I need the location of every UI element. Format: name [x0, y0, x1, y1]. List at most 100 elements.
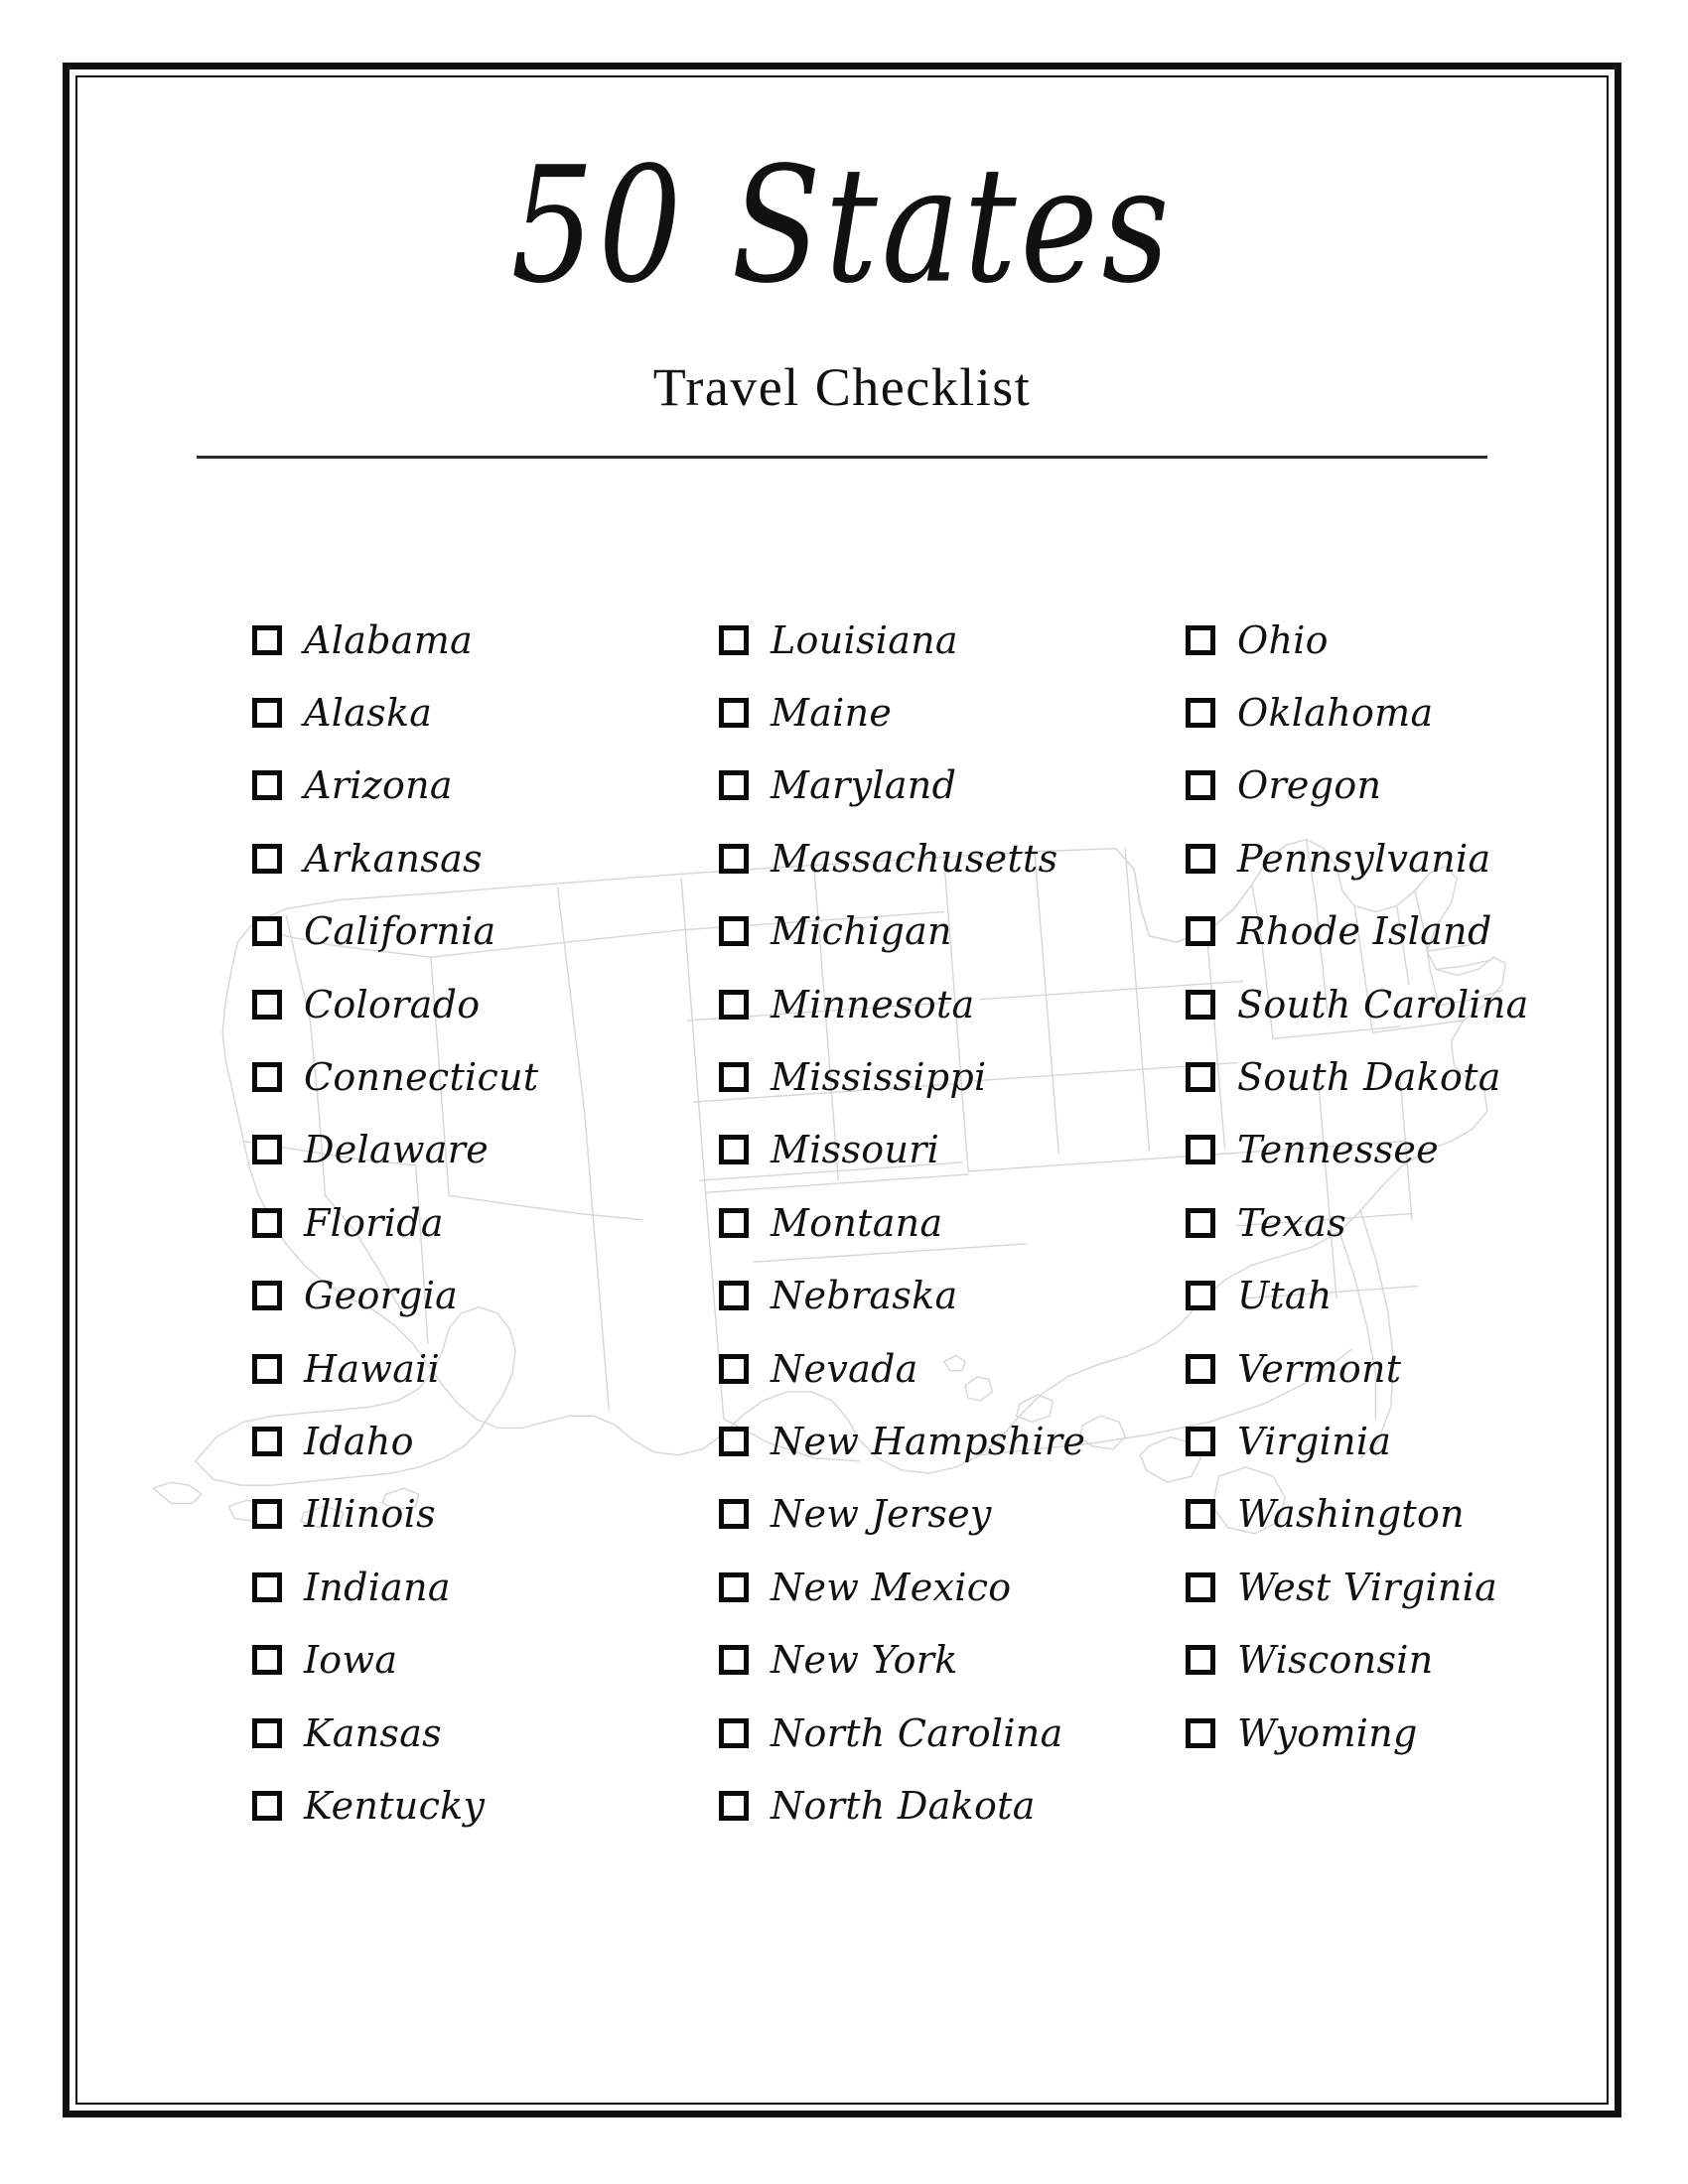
- checkbox-icon[interactable]: [719, 698, 749, 729]
- checkbox-icon[interactable]: [719, 1426, 749, 1456]
- checklist-item[interactable]: Alabama: [252, 604, 719, 676]
- checkbox-icon[interactable]: [252, 1645, 282, 1676]
- checklist-item[interactable]: Wyoming: [1186, 1697, 1603, 1769]
- checklist-item[interactable]: Arkansas: [252, 822, 719, 894]
- checklist-item[interactable]: New Mexico: [719, 1551, 1186, 1623]
- checklist-item[interactable]: Maine: [719, 676, 1186, 749]
- checkbox-icon[interactable]: [252, 1353, 282, 1384]
- checklist-item[interactable]: Arizona: [252, 750, 719, 822]
- checkbox-icon[interactable]: [1186, 1062, 1215, 1093]
- checklist-item[interactable]: Florida: [252, 1186, 719, 1259]
- checklist-item[interactable]: Maryland: [719, 750, 1186, 822]
- checklist-item[interactable]: New York: [719, 1623, 1186, 1696]
- checkbox-icon[interactable]: [719, 1062, 749, 1093]
- checkbox-icon[interactable]: [1186, 1426, 1215, 1456]
- checklist-item[interactable]: Delaware: [252, 1114, 719, 1186]
- checklist-item[interactable]: Iowa: [252, 1623, 719, 1696]
- checklist-item[interactable]: Pennsylvania: [1186, 822, 1603, 894]
- checklist-item[interactable]: Kentucky: [252, 1769, 719, 1842]
- checkbox-icon[interactable]: [1186, 698, 1215, 729]
- checklist-item[interactable]: Texas: [1186, 1186, 1603, 1259]
- checkbox-icon[interactable]: [252, 1790, 282, 1821]
- checkbox-icon[interactable]: [719, 1353, 749, 1384]
- checklist-item[interactable]: Georgia: [252, 1260, 719, 1332]
- checklist-item[interactable]: North Carolina: [719, 1697, 1186, 1769]
- checkbox-icon[interactable]: [719, 770, 749, 801]
- checklist-item[interactable]: Oklahoma: [1186, 676, 1603, 749]
- checklist-item[interactable]: Ohio: [1186, 604, 1603, 676]
- checkbox-icon[interactable]: [252, 1499, 282, 1530]
- checkbox-icon[interactable]: [1186, 624, 1215, 655]
- checkbox-icon[interactable]: [1186, 1571, 1215, 1602]
- checklist-item[interactable]: Alaska: [252, 676, 719, 749]
- checkbox-icon[interactable]: [1186, 1499, 1215, 1530]
- checklist-item[interactable]: Michigan: [719, 895, 1186, 968]
- checkbox-icon[interactable]: [719, 1790, 749, 1821]
- checklist-item[interactable]: Kansas: [252, 1697, 719, 1769]
- checkbox-icon[interactable]: [252, 989, 282, 1020]
- checkbox-icon[interactable]: [719, 1135, 749, 1165]
- checklist-item[interactable]: Idaho: [252, 1405, 719, 1477]
- checklist-item[interactable]: Montana: [719, 1186, 1186, 1259]
- checkbox-icon[interactable]: [1186, 916, 1215, 947]
- checklist-item[interactable]: Connecticut: [252, 1040, 719, 1113]
- checkbox-icon[interactable]: [1186, 1135, 1215, 1165]
- checkbox-icon[interactable]: [1186, 770, 1215, 801]
- checklist-item[interactable]: Minnesota: [719, 968, 1186, 1040]
- checklist-item[interactable]: Wisconsin: [1186, 1623, 1603, 1696]
- checkbox-icon[interactable]: [719, 843, 749, 874]
- checkbox-icon[interactable]: [719, 1717, 749, 1748]
- checkbox-icon[interactable]: [252, 843, 282, 874]
- checklist-item[interactable]: South Carolina: [1186, 968, 1603, 1040]
- checklist-item[interactable]: North Dakota: [719, 1769, 1186, 1842]
- checkbox-icon[interactable]: [252, 1426, 282, 1456]
- checkbox-icon[interactable]: [1186, 1645, 1215, 1676]
- checklist-item[interactable]: Illinois: [252, 1478, 719, 1551]
- checklist-item[interactable]: California: [252, 895, 719, 968]
- checkbox-icon[interactable]: [252, 698, 282, 729]
- checkbox-icon[interactable]: [719, 624, 749, 655]
- checkbox-icon[interactable]: [252, 770, 282, 801]
- checklist-item[interactable]: Massachusetts: [719, 822, 1186, 894]
- checkbox-icon[interactable]: [252, 1281, 282, 1311]
- checkbox-icon[interactable]: [1186, 1207, 1215, 1238]
- checklist-item[interactable]: Vermont: [1186, 1332, 1603, 1405]
- checkbox-icon[interactable]: [252, 1571, 282, 1602]
- checklist-item[interactable]: Louisiana: [719, 604, 1186, 676]
- checklist-item[interactable]: Tennessee: [1186, 1114, 1603, 1186]
- checkbox-icon[interactable]: [252, 624, 282, 655]
- checklist-item[interactable]: South Dakota: [1186, 1040, 1603, 1113]
- checkbox-icon[interactable]: [252, 1062, 282, 1093]
- checklist-item[interactable]: Indiana: [252, 1551, 719, 1623]
- checkbox-icon[interactable]: [252, 916, 282, 947]
- checklist-item[interactable]: Virginia: [1186, 1405, 1603, 1477]
- checklist-item[interactable]: Utah: [1186, 1260, 1603, 1332]
- checklist-item[interactable]: Rhode Island: [1186, 895, 1603, 968]
- checkbox-icon[interactable]: [252, 1717, 282, 1748]
- checkbox-icon[interactable]: [252, 1135, 282, 1165]
- checkbox-icon[interactable]: [719, 1645, 749, 1676]
- checkbox-icon[interactable]: [719, 1571, 749, 1602]
- checklist-item[interactable]: Oregon: [1186, 750, 1603, 822]
- checkbox-icon[interactable]: [719, 989, 749, 1020]
- checklist-item[interactable]: Mississippi: [719, 1040, 1186, 1113]
- checklist-item[interactable]: New Jersey: [719, 1478, 1186, 1551]
- checkbox-icon[interactable]: [1186, 1281, 1215, 1311]
- checklist-item[interactable]: West Virginia: [1186, 1551, 1603, 1623]
- checkbox-icon[interactable]: [1186, 989, 1215, 1020]
- checklist-item[interactable]: New Hampshire: [719, 1405, 1186, 1477]
- checklist-item[interactable]: Hawaii: [252, 1332, 719, 1405]
- checkbox-icon[interactable]: [719, 916, 749, 947]
- checkbox-icon[interactable]: [1186, 1717, 1215, 1748]
- checklist-item[interactable]: Colorado: [252, 968, 719, 1040]
- checkbox-icon[interactable]: [252, 1207, 282, 1238]
- checkbox-icon[interactable]: [719, 1499, 749, 1530]
- checklist-item[interactable]: Missouri: [719, 1114, 1186, 1186]
- checkbox-icon[interactable]: [719, 1281, 749, 1311]
- checkbox-icon[interactable]: [1186, 843, 1215, 874]
- checklist-item[interactable]: Nebraska: [719, 1260, 1186, 1332]
- checkbox-icon[interactable]: [719, 1207, 749, 1238]
- checklist-item[interactable]: Nevada: [719, 1332, 1186, 1405]
- checkbox-icon[interactable]: [1186, 1353, 1215, 1384]
- checklist-item[interactable]: Washington: [1186, 1478, 1603, 1551]
